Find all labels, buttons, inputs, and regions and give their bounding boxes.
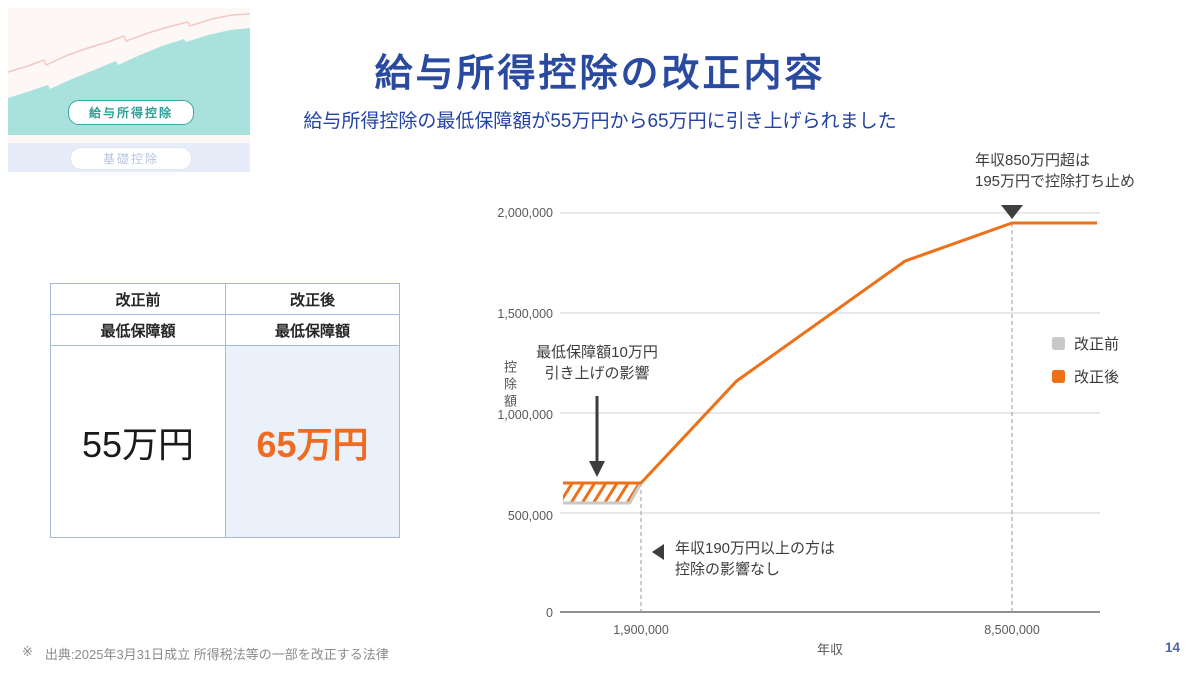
comparison-table: 改正前 改正後 最低保障額 最低保障額 55万円 65万円	[50, 283, 400, 538]
y-tick-1000000: 1,000,000	[497, 408, 553, 422]
legend-item-before: 改正前	[1052, 333, 1119, 354]
slide-thumbnail: 給与所得控除 基礎控除	[8, 8, 250, 172]
pill-primary-label: 給与所得控除	[88, 106, 173, 120]
impact-hatched-area	[563, 483, 641, 503]
annotation-cap-line2: 195万円で控除打ち止め	[975, 173, 1136, 190]
legend-label-before: 改正前	[1074, 336, 1120, 353]
annotation-cap: 年収850万円超は 195万円で控除打ち止め	[975, 150, 1135, 192]
table-value-after: 65万円	[225, 345, 399, 537]
page-number: 14	[1164, 640, 1180, 655]
y-tick-1500000: 1,500,000	[497, 307, 553, 321]
source-mark: ※	[22, 644, 33, 659]
annotation-no-impact-line1: 年収190万円以上の方は	[675, 540, 836, 557]
annotation-raise-impact-line1: 最低保障額10万円	[536, 344, 658, 361]
x-axis-title: 年収	[816, 642, 843, 657]
y-tick-500000: 500,000	[507, 509, 553, 523]
page-title: 給与所得控除の改正内容	[374, 53, 826, 95]
legend-swatch-before	[1052, 337, 1065, 350]
annotation-raise-impact: 最低保障額10万円 引き上げの影響	[512, 342, 682, 384]
thumbnail-label-basic-deduction: 基礎控除	[70, 147, 192, 170]
table-header-before: 改正前	[115, 291, 161, 309]
table-header-after: 改正後	[225, 284, 399, 314]
table-subheader-after: 最低保障額	[225, 314, 399, 345]
thumbnail-pink-line	[8, 13, 250, 73]
cap-marker-triangle-icon	[1001, 205, 1023, 219]
plot-area	[560, 205, 1100, 613]
table-subheader-before: 最低保障額	[51, 314, 225, 345]
deduction-chart: 2,000,000 1,500,000 1,000,000 500,000 0 …	[480, 145, 1180, 665]
legend-label-after: 改正後	[1074, 369, 1120, 386]
impact-arrow-icon	[589, 396, 605, 477]
chart-legend: 改正前 改正後	[1052, 333, 1119, 387]
annotation-no-impact-text: 年収190万円以上の方は 控除の影響なし	[675, 538, 835, 580]
pill-secondary-label: 基礎控除	[102, 152, 159, 166]
legend-swatch-after	[1052, 370, 1065, 383]
source-text: 出典:2025年3月31日成立 所得税法等の一部を改正する法律	[44, 647, 389, 662]
y-tick-2000000: 2,000,000	[497, 206, 553, 220]
y-tick-0: 0	[546, 606, 553, 620]
x-tick-1900000: 1,900,000	[613, 623, 669, 637]
legend-item-after: 改正後	[1052, 366, 1119, 387]
annotation-raise-impact-line2: 引き上げの影響	[544, 365, 650, 382]
source-note: ※ 出典:2025年3月31日成立 所得税法等の一部を改正する法律	[22, 644, 389, 663]
annotation-no-impact: 年収190万円以上の方は 控除の影響なし	[652, 538, 835, 580]
y-axis-title: 控除額	[502, 360, 517, 411]
series-after-line	[563, 221, 1097, 485]
table-value-before: 55万円	[51, 345, 225, 537]
annotation-no-impact-line2: 控除の影響なし	[675, 561, 781, 578]
annotation-cap-line1: 年収850万円超は	[975, 152, 1091, 169]
thumbnail-label-salary-deduction: 給与所得控除	[68, 100, 194, 125]
page-subtitle: 給与所得控除の最低保障額が55万円から65万円に引き上げられました	[303, 111, 897, 132]
x-tick-8500000: 8,500,000	[984, 623, 1040, 637]
left-triangle-icon	[652, 544, 664, 560]
